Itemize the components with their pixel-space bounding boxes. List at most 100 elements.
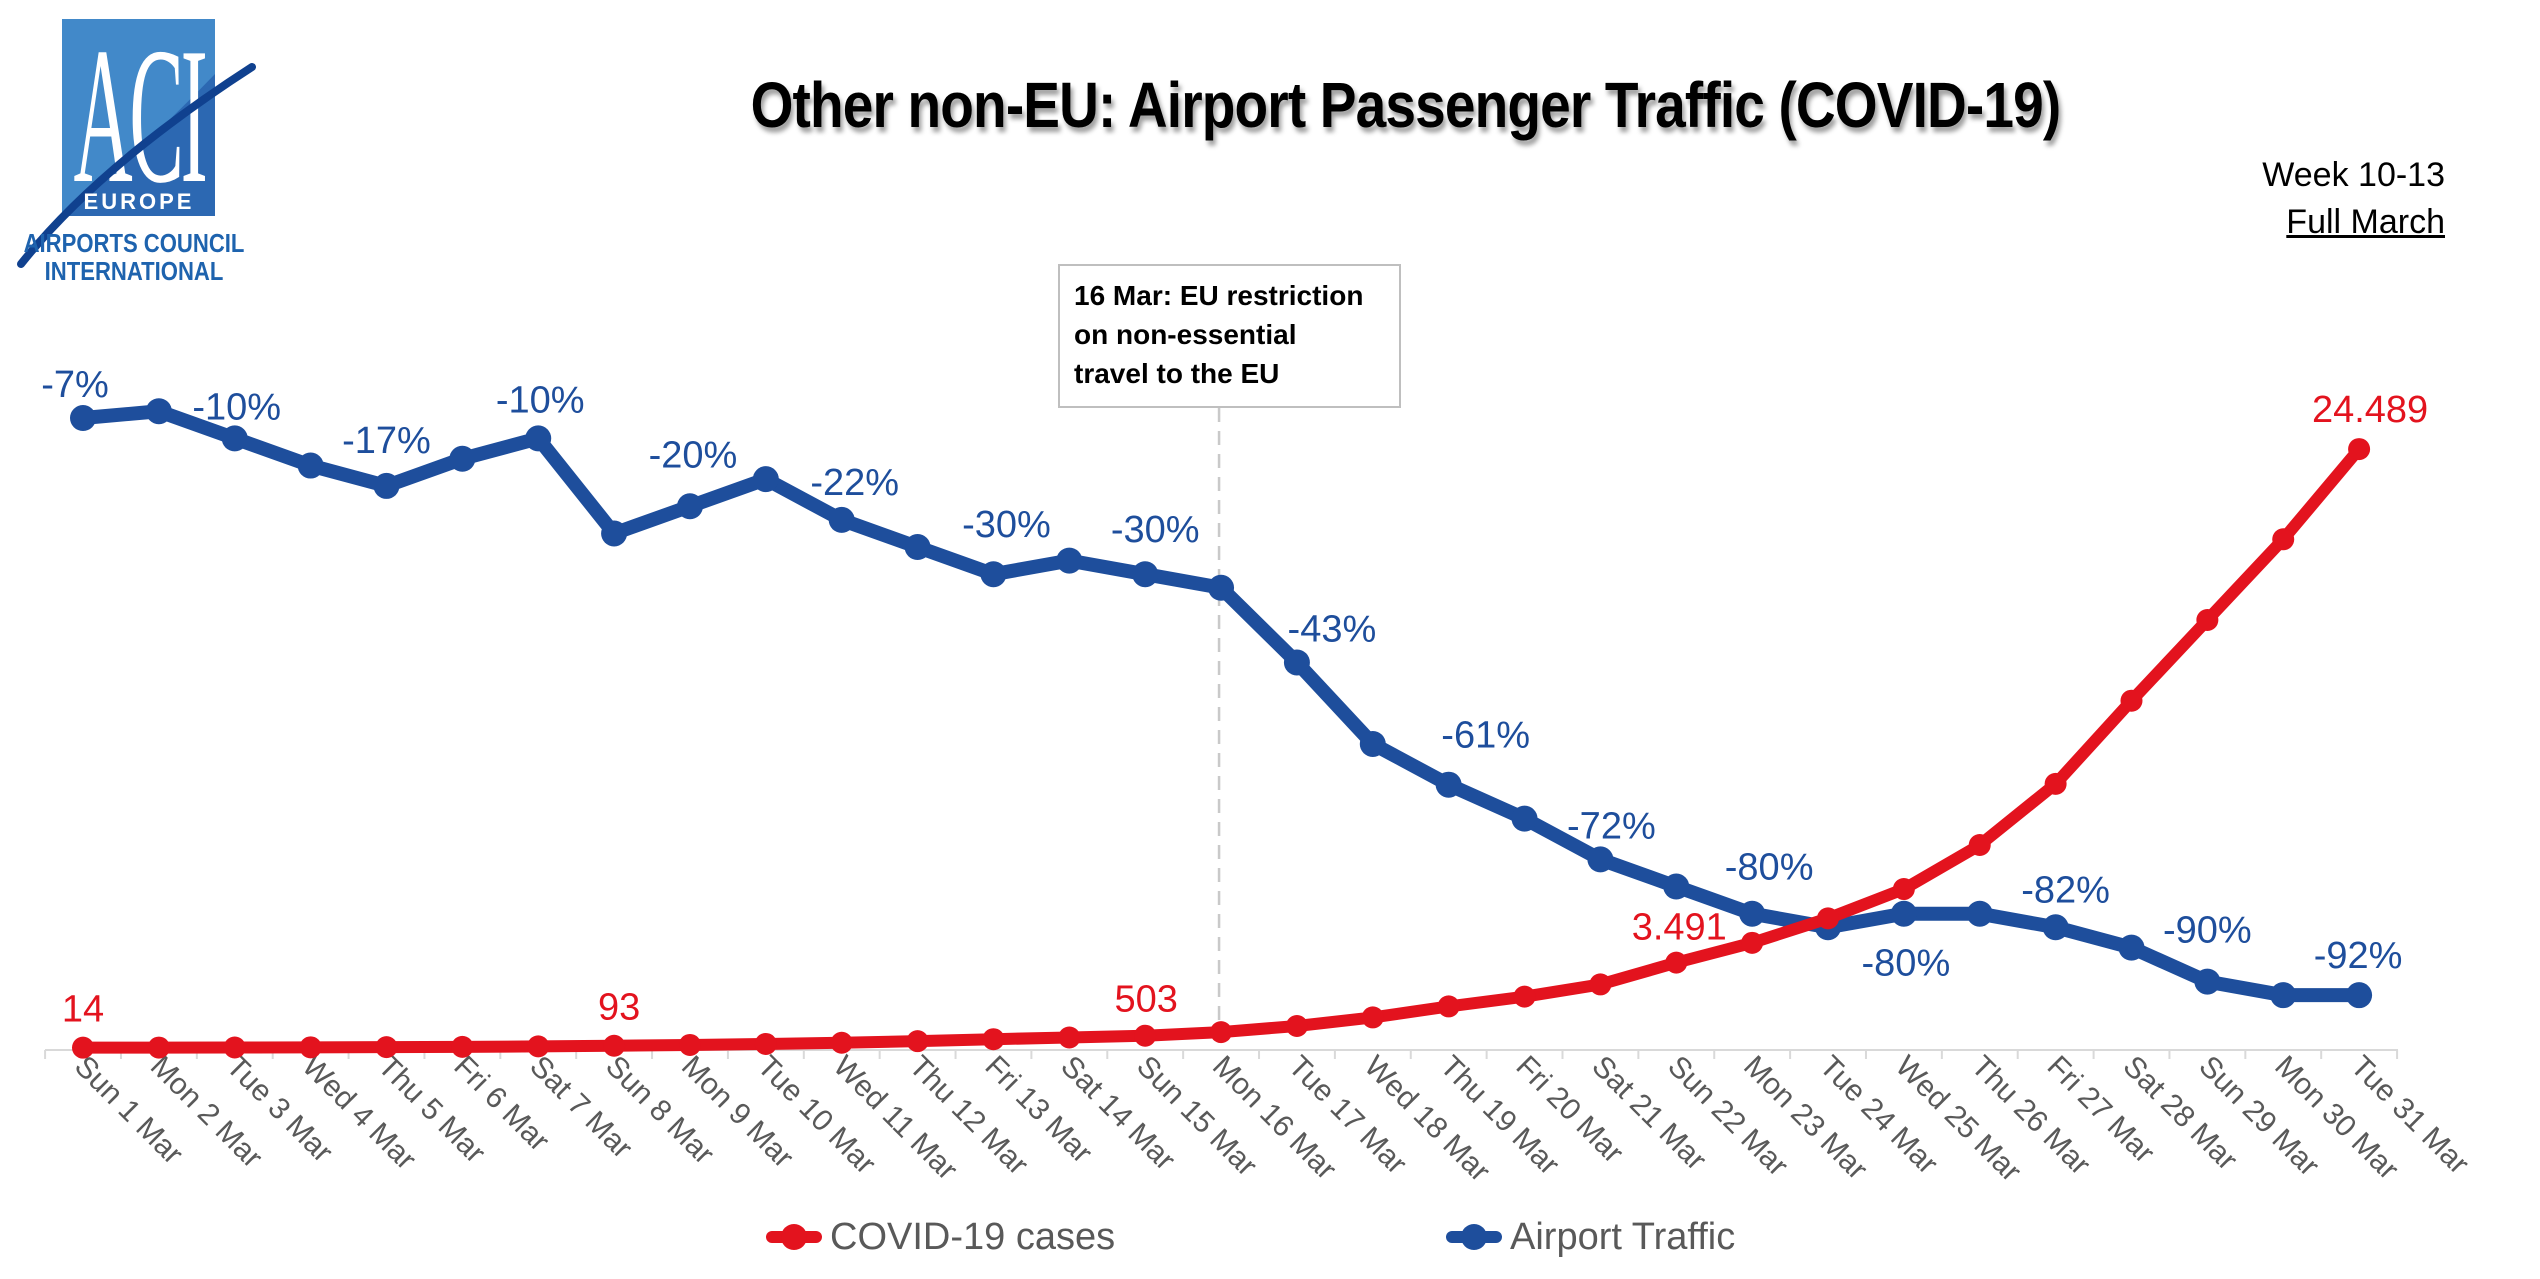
logo-swoosh bbox=[17, 63, 256, 268]
week-note: Week 10-13 Full March bbox=[2262, 152, 2445, 246]
covid-cases-data-point bbox=[1892, 878, 1915, 901]
airport-traffic-data-label: -80% bbox=[1862, 943, 1951, 985]
airport-traffic-data-label: -61% bbox=[1441, 715, 1530, 757]
airport-traffic-data-label: -82% bbox=[2021, 869, 2110, 911]
covid-cases-data-point bbox=[1134, 1024, 1157, 1047]
covid-cases-data-point bbox=[2120, 689, 2143, 712]
airport-traffic-data-point bbox=[297, 452, 324, 479]
covid-cases-data-label: 503 bbox=[1114, 979, 1177, 1021]
covid-cases-legend-marker bbox=[766, 1223, 822, 1251]
airport-traffic-data-label: -7% bbox=[41, 364, 109, 406]
covid-cases-data-point bbox=[451, 1035, 474, 1058]
airport-traffic-data-label: -10% bbox=[496, 379, 585, 421]
week-range-label: Week 10-13 bbox=[2262, 156, 2445, 194]
airport-traffic-data-label: -90% bbox=[2163, 910, 2252, 952]
airport-traffic-data-label: -92% bbox=[2314, 935, 2403, 977]
covid-cases-data-label: 14 bbox=[62, 989, 104, 1031]
covid-cases-data-point bbox=[2272, 528, 2295, 551]
airport-traffic-data-point bbox=[676, 493, 703, 520]
airport-traffic-data-point bbox=[1359, 730, 1386, 757]
airport-traffic-data-label: -72% bbox=[1567, 805, 1656, 847]
covid-cases-data-point bbox=[1437, 995, 1460, 1018]
aci-europe-logo: ACI EUROPE AIRPORTS COUNCIL INTERNATIONA… bbox=[0, 0, 470, 335]
covid-cases-data-point bbox=[223, 1036, 246, 1059]
airport-traffic-legend-label: Airport Traffic bbox=[1510, 1215, 1736, 1258]
airport-traffic-data-label: -17% bbox=[342, 420, 431, 462]
covid-cases-data-point bbox=[1361, 1006, 1384, 1029]
covid-cases-data-point bbox=[906, 1030, 929, 1053]
airport-traffic-data-label: -80% bbox=[1725, 847, 1814, 889]
airport-traffic-data-point bbox=[2042, 914, 2069, 941]
covid-cases-data-label: 93 bbox=[598, 987, 640, 1029]
covid-cases-data-point bbox=[1589, 973, 1612, 996]
logo-name-line1: AIRPORTS COUNCIL bbox=[24, 229, 245, 258]
airport-traffic-data-point bbox=[828, 506, 855, 533]
airport-traffic-data-point bbox=[221, 425, 248, 452]
airport-traffic-data-point bbox=[70, 405, 96, 432]
airport-traffic-data-point bbox=[1208, 574, 1235, 601]
covid-cases-data-point bbox=[754, 1032, 777, 1055]
airport-traffic-data-point bbox=[1663, 873, 1690, 900]
covid-cases-data-point bbox=[375, 1036, 398, 1059]
airport-traffic-data-point bbox=[1132, 561, 1159, 588]
chart-legend: COVID-19 cases Airport Traffic bbox=[0, 1212, 2540, 1262]
airport-traffic-data-point bbox=[1435, 771, 1462, 798]
airport-traffic-line bbox=[76, 404, 2367, 1003]
airport-traffic-data-point bbox=[1890, 900, 1917, 927]
airport-traffic-data-label: -30% bbox=[962, 504, 1051, 546]
logo-lower-shade bbox=[62, 74, 215, 216]
covid-cases-line bbox=[77, 443, 2366, 1054]
covid-cases-data-point bbox=[2196, 609, 2219, 632]
airport-traffic-data-label: -22% bbox=[810, 462, 899, 504]
airport-traffic-data-label: -43% bbox=[1288, 608, 1377, 650]
legend-item-covid-cases: COVID-19 cases bbox=[766, 1212, 1115, 1262]
airport-traffic-data-point bbox=[2118, 934, 2145, 961]
airport-traffic-data-point bbox=[1283, 649, 1310, 676]
airport-traffic-data-point bbox=[980, 561, 1007, 588]
covid-cases-data-point bbox=[603, 1034, 626, 1057]
covid-cases-legend-label: COVID-19 cases bbox=[830, 1215, 1116, 1258]
logo-name-line2: INTERNATIONAL bbox=[45, 257, 224, 286]
airport-traffic-data-point bbox=[1739, 900, 1766, 927]
covid-cases-data-point bbox=[982, 1028, 1005, 1051]
airport-traffic-data-point bbox=[1587, 846, 1614, 873]
airport-traffic-data-point bbox=[752, 466, 779, 493]
airport-traffic-data-label: -30% bbox=[1111, 509, 1200, 551]
covid-cases-data-point bbox=[147, 1036, 170, 1059]
full-march-label: Full March bbox=[2286, 202, 2445, 241]
aci-europe-logo-graphic: ACI EUROPE AIRPORTS COUNCIL INTERNATIONA… bbox=[17, 9, 256, 286]
airport-traffic-data-point bbox=[1056, 547, 1083, 574]
airport-traffic-data-point bbox=[904, 534, 931, 561]
airport-traffic-data-label: -10% bbox=[192, 386, 281, 428]
logo-region: EUROPE bbox=[84, 189, 195, 214]
covid-cases-data-point bbox=[1817, 907, 1840, 930]
airport-traffic-data-point bbox=[145, 398, 172, 425]
covid-cases-data-point bbox=[1968, 834, 1991, 857]
covid-cases-data-label: 24.489 bbox=[2312, 389, 2428, 431]
covid-cases-data-point bbox=[678, 1033, 701, 1056]
airport-traffic-legend-marker bbox=[1446, 1223, 1502, 1251]
airport-traffic-data-point bbox=[449, 445, 476, 472]
covid-cases-data-point bbox=[2044, 772, 2067, 795]
eu-restriction-annotation: 16 Mar: EU restriction on non-essential … bbox=[1058, 264, 1401, 408]
covid-cases-data-point bbox=[1513, 985, 1536, 1008]
airport-traffic-data-label: -20% bbox=[649, 434, 738, 476]
covid-cases-data-point bbox=[1285, 1014, 1308, 1037]
airport-traffic-data-point bbox=[601, 520, 628, 547]
airport-traffic-data-point bbox=[2270, 982, 2297, 1009]
covid-cases-data-point bbox=[1058, 1026, 1081, 1049]
airport-traffic-data-point bbox=[373, 472, 400, 499]
covid-cases-data-point bbox=[1210, 1021, 1233, 1044]
covid-cases-data-point bbox=[1741, 931, 1764, 954]
covid-cases-data-point bbox=[527, 1035, 550, 1058]
chart-title: Other non-EU: Airport Passenger Traffic … bbox=[750, 69, 2061, 141]
covid-cases-data-point bbox=[830, 1031, 853, 1054]
airport-traffic-data-point bbox=[2346, 982, 2373, 1009]
covid-cases-data-point bbox=[72, 1036, 94, 1059]
airport-traffic-data-point bbox=[1511, 805, 1538, 832]
airport-traffic-data-point bbox=[1966, 900, 1993, 927]
airport-traffic-data-point bbox=[525, 425, 552, 452]
covid-cases-data-point bbox=[299, 1036, 322, 1059]
